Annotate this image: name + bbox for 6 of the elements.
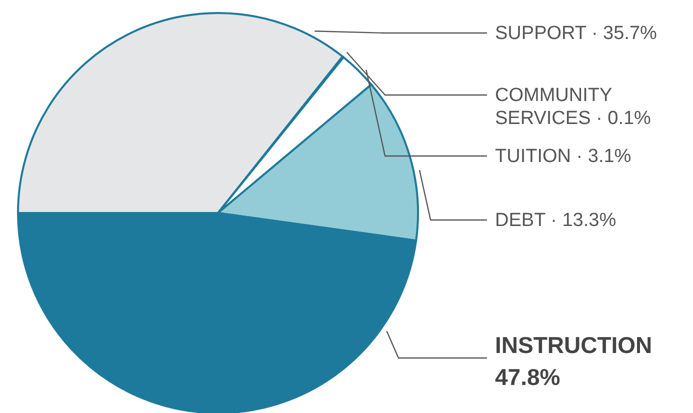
slice-label: COMMUNITY SERVICES · 0.1% [495, 85, 652, 129]
slice-label: DEBT · 13.3% [495, 210, 616, 231]
slice-label: TUITION · 3.1% [495, 146, 632, 167]
slice-label: INSTRUCTION [495, 332, 652, 358]
slice-label: SUPPORT · 35.7% [495, 23, 658, 44]
data-label: 47.8% [495, 364, 560, 390]
